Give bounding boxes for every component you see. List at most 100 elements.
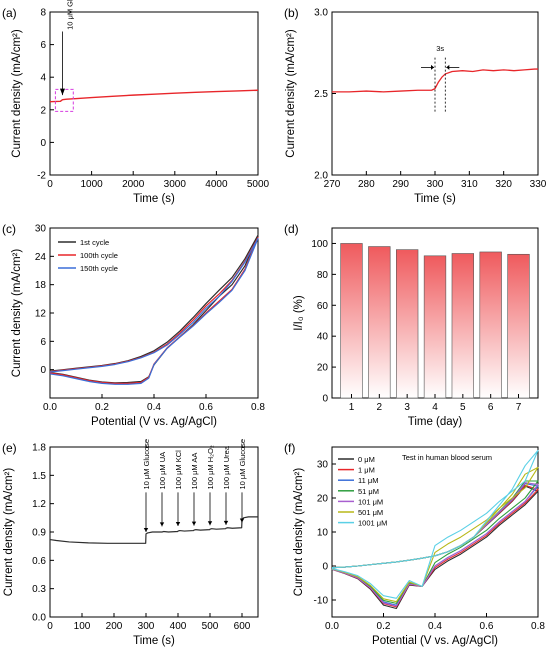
y-tick-label: 4 [40,73,46,84]
x-tick-label: 2 [377,402,383,413]
arrow-head [239,518,245,523]
plot-frame [49,11,259,176]
x-tick-label: 300 [138,621,155,632]
x-tick-label: 0.8 [251,402,265,413]
x-tick-label: 0.0 [325,621,339,632]
x-tick-label: 1 [349,402,355,413]
y-tick-label: 30 [35,224,47,235]
legend-entry: 11 μM [358,476,378,485]
panel-label: (c) [2,222,16,236]
legend-entry: 0 μM [358,455,375,464]
bar [507,253,530,399]
injection-label: 10 μM Glucose [142,439,151,490]
x-tick-label: 600 [234,621,251,632]
x-tick-label: 0.4 [147,402,161,413]
panel-label: (e) [2,441,17,455]
x-tick-label: 0 [47,621,53,632]
injection-label: 100 μM Urea [222,445,231,489]
arrow-head [59,88,65,96]
x-axis-label: Time (s) [133,193,175,205]
y-tick-label: 1.8 [32,443,46,454]
panel-label: (a) [2,6,17,20]
y-tick-label: 60 [317,301,329,312]
legend-entry: 100th cycle [80,251,118,260]
legend-entry: 51 μM [358,487,379,496]
x-tick-label: 0.6 [480,621,494,632]
y-tick-label: 18 [35,280,47,291]
arrow-head [143,528,149,532]
arrow-head [431,64,434,70]
x-tick-label: 2000 [122,179,145,190]
x-tick-label: 500 [202,621,219,632]
panel-c: 0.0 0.2 0.4 0.6 0.8 0 6 12 18 24 30 Potential (V vs… [2,222,265,428]
panel-label: (f) [284,441,295,455]
legend-entry: 501 μM [358,508,383,517]
y-tick-label: 100 [311,239,328,250]
x-tick-label: 0.2 [95,402,109,413]
y-tick-label: 0.6 [32,556,46,567]
x-tick-label: 100 [74,621,91,632]
injection-label: 10 μM Glucose [238,439,247,490]
x-tick-label: 6 [488,402,494,413]
x-tick-label: 5 [460,402,466,413]
y-axis-label: I/I₀ (%) [293,295,305,331]
x-axis-label: Time (s) [414,193,456,205]
panel-e: 0 100 200 300 400 500 600 0.0 0.3 0.6 0.9 1.2 1.5 1.8… [2,439,259,647]
x-tick-label: 0 [47,179,53,190]
panel-f: 0.0 0.2 0.4 0.6 0.8 -10 0 10 20 30 Potential (V vs… [284,441,545,647]
series-line-3 [49,237,259,385]
x-tick-label: 4 [432,402,438,413]
series-line [49,516,258,544]
panel-label: (d) [284,222,299,236]
plot-frame [331,11,539,176]
injection-label: 100 μM AA [190,453,199,490]
y-tick-label: 0.0 [32,613,46,624]
legend-entry: 1st cycle [80,238,109,247]
legend-entry: 1 μM [358,466,375,475]
x-tick-label: 3 [404,402,410,413]
y-tick-label: 1.5 [32,471,46,482]
y-tick-label: 20 [317,494,329,505]
interval-label: 3s [436,44,444,53]
x-axis-label: Time (day) [408,416,463,428]
y-tick-label: 10 [317,528,329,539]
annotation-label: 10 μM Glucose [65,0,74,30]
y-tick-label: 3.0 [314,8,328,19]
x-tick-label: 4000 [205,179,228,190]
y-tick-label: 0.3 [32,584,46,595]
series-line [332,68,538,93]
bar [479,251,502,399]
x-tick-label: 0.8 [531,621,545,632]
y-tick-label: 12 [35,309,47,320]
injection-label: 100 μM KCl [174,450,183,490]
y-tick-label: 30 [317,460,329,471]
legend-entry: 101 μM [358,497,383,506]
y-tick-label: 6 [40,337,46,348]
injection-label: 100 μM UA [158,452,167,490]
arrow-head [446,64,450,70]
panel-b: 270 280 290 300 310 320 330 2.0 2.5 3.0 Time (s) Cu… [284,6,547,205]
y-tick-label: -10 [314,596,329,607]
legend-entry: 1001 μM [358,519,387,528]
y-tick-label: -2 [37,171,46,182]
y-tick-label: 24 [35,252,47,263]
x-tick-label: 320 [495,179,512,190]
x-tick-label: 330 [530,179,547,190]
y-tick-label: 2.5 [314,89,328,100]
panel-label: (b) [284,6,299,20]
bar [368,246,391,399]
x-tick-label: 290 [392,179,409,190]
x-tick-label: 0.0 [43,402,57,413]
bar [451,253,474,399]
y-axis-label: Current density (mA/cm²) [3,468,15,597]
y-tick-label: 0 [40,138,46,149]
y-tick-label: 20 [317,363,329,374]
y-tick-label: 0 [322,562,328,573]
arrow-head [223,520,229,525]
x-tick-label: 3000 [164,179,187,190]
y-axis-label: Current density (mA/cm²) [11,249,23,378]
x-tick-label: 200 [106,621,123,632]
y-tick-label: 8 [40,8,46,19]
